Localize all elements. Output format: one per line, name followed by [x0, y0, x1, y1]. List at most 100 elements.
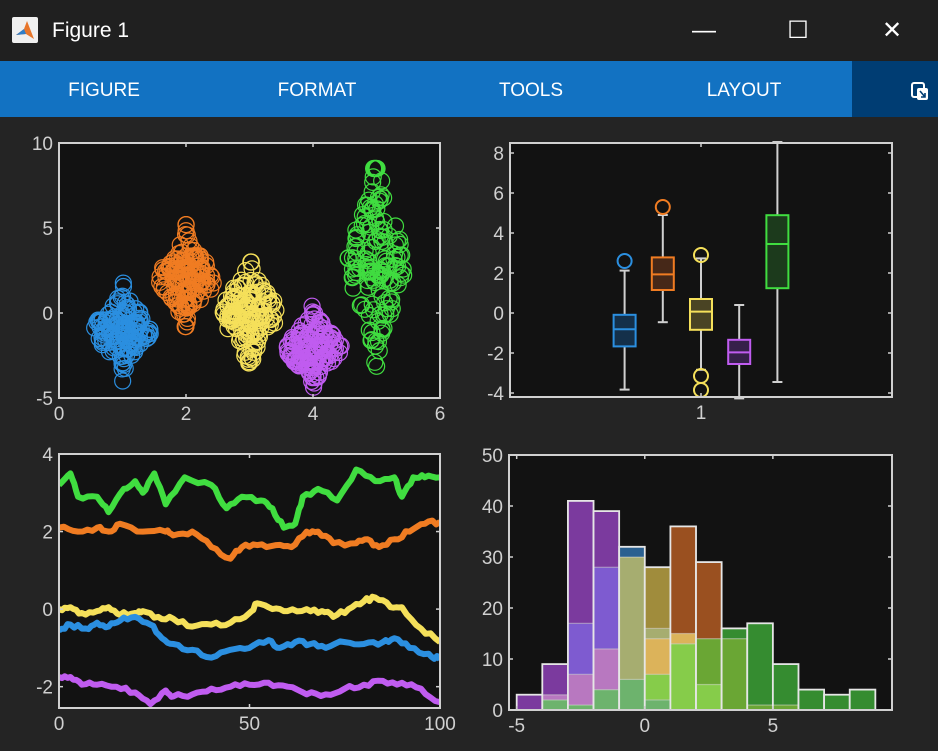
scatter-point — [368, 159, 386, 178]
scatter-point — [108, 293, 127, 311]
scatter-point — [376, 250, 394, 268]
y-tick-label: 40 — [482, 497, 503, 518]
scatter-point — [113, 354, 131, 373]
scatter-point — [186, 250, 204, 268]
y-tick-label: 0 — [42, 600, 53, 621]
undock-icon — [911, 82, 928, 100]
scatter-point — [325, 339, 343, 357]
scatter-point — [93, 336, 111, 354]
scatter-point — [166, 261, 185, 279]
x-tick-label: -5 — [508, 716, 525, 737]
histogram-bin — [669, 525, 697, 711]
line-series-yellow — [59, 593, 440, 645]
close-button[interactable]: ✕ — [881, 17, 903, 44]
histogram-bar-segment — [618, 556, 646, 681]
histogram-bin — [618, 545, 646, 711]
scatter-point — [389, 276, 407, 294]
scatter-point — [305, 374, 323, 392]
histogram-bar-segment — [644, 699, 671, 711]
histogram-bar-segment — [592, 688, 620, 711]
scatter-point — [230, 291, 248, 309]
plot-area — [612, 141, 790, 400]
histogram-bar-segment — [567, 622, 595, 675]
histogram-bin — [515, 693, 544, 711]
scatter-point — [344, 279, 362, 297]
histogram-bar-segment — [721, 627, 748, 640]
minimize-button[interactable]: — — [692, 17, 716, 44]
y-tick-label: 2 — [42, 523, 53, 544]
scatter-point — [355, 215, 374, 233]
scatter-point — [203, 268, 221, 286]
scatter-point — [303, 361, 321, 379]
scatter-point — [166, 293, 185, 311]
histogram-bar-segment — [618, 546, 646, 558]
scatter-point — [313, 321, 331, 339]
maximize-button[interactable]: ☐ — [787, 17, 809, 44]
scatter-point — [360, 223, 378, 241]
histogram-bar-segment — [721, 637, 748, 711]
histogram-bar-segment — [567, 673, 595, 706]
box-plot-chart: 1 -4 -2 0 2 4 6 8 — [487, 141, 893, 424]
histogram-bin — [592, 510, 621, 711]
histogram-bar-segment — [695, 637, 723, 686]
scatter-point — [300, 363, 318, 382]
line-series-blue — [59, 613, 440, 662]
undock-button[interactable] — [852, 61, 938, 117]
histogram-bar-segment — [516, 694, 543, 711]
scatter-point — [236, 343, 254, 361]
box-outlier — [693, 247, 709, 263]
histogram-bar-segment — [592, 648, 620, 691]
histogram-bin — [541, 663, 569, 711]
y-tick-label: 5 — [42, 219, 53, 240]
scatter-point — [178, 299, 196, 317]
plot-area — [86, 159, 413, 396]
title-bar: Figure 1 — ☐ ✕ — [0, 0, 938, 61]
histogram-bar-segment — [669, 632, 697, 645]
tab-figure[interactable]: FIGURE — [68, 80, 140, 101]
scatter-point — [239, 348, 257, 366]
matlab-logo-icon — [12, 17, 38, 43]
box-outlier — [616, 253, 633, 269]
scatter-point — [113, 360, 131, 378]
scatter-point — [174, 275, 192, 293]
x-tick-label: 0 — [639, 716, 650, 737]
scatter-point — [303, 297, 321, 315]
tab-tools[interactable]: TOOLS — [498, 80, 564, 101]
scatter-point — [368, 357, 386, 375]
y-tick-label: 0 — [492, 701, 503, 722]
scatter-point — [364, 159, 383, 178]
scatter-point — [185, 241, 203, 260]
tab-layout[interactable]: LAYOUT — [706, 80, 782, 101]
scatter-point — [373, 320, 391, 338]
histogram-bar-segment — [541, 694, 569, 701]
scatter-point — [375, 221, 393, 239]
scatter-point — [357, 256, 376, 274]
histogram-bin — [695, 561, 723, 711]
scatter-point — [127, 322, 145, 340]
scatter-point — [364, 168, 382, 186]
histogram-bar-segment — [644, 627, 671, 640]
scatter-point — [373, 288, 391, 306]
scatter-point — [177, 216, 195, 234]
scatter-point — [228, 278, 246, 297]
scatter-point — [177, 222, 195, 240]
box — [727, 304, 752, 400]
x-tick-label: 2 — [181, 404, 192, 425]
scatter-point — [93, 328, 111, 347]
scatter-point — [313, 338, 332, 356]
scatter-point — [174, 280, 192, 298]
scatter-point — [238, 305, 256, 323]
y-tick-label: 4 — [42, 445, 53, 466]
y-tick-label: -2 — [36, 678, 53, 699]
histogram-bar-segment — [541, 663, 569, 696]
scatter-point — [377, 252, 396, 270]
scatter-point — [371, 190, 389, 208]
scatter-point — [386, 236, 404, 254]
figure-toolstrip: FIGURE FORMAT TOOLS LAYOUT — [0, 61, 938, 117]
tab-format[interactable]: FORMAT — [277, 80, 357, 101]
scatter-point — [391, 235, 409, 254]
scatter-point — [121, 292, 139, 310]
